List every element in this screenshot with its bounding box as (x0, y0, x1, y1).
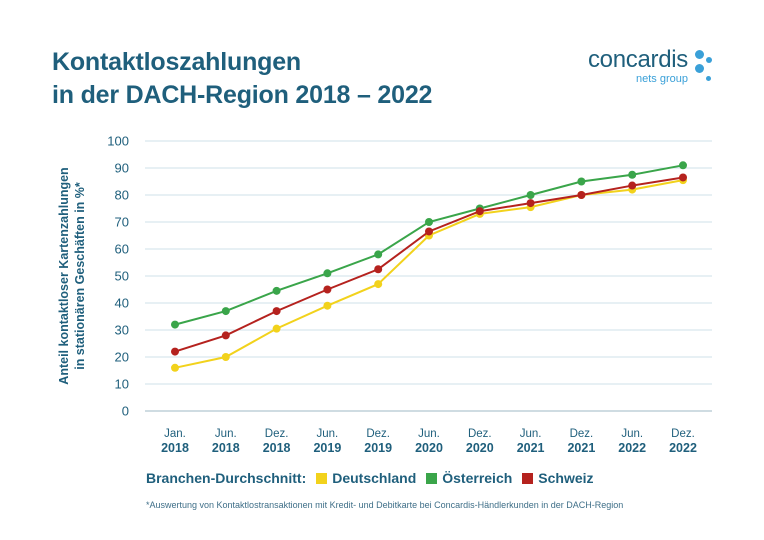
x-tick-label-year: 2019 (364, 441, 392, 455)
x-tick-label-month: Jun. (215, 428, 237, 440)
legend-item: Schweiz (522, 470, 594, 486)
x-tick-label-year: 2020 (466, 441, 494, 455)
data-point-schweiz (475, 207, 484, 216)
y-tick-label: 100 (107, 134, 129, 149)
data-point-oesterreich (272, 286, 281, 295)
x-tick-label-year: 2020 (415, 441, 443, 455)
legend-swatch (426, 472, 438, 484)
brand-name: concardis (587, 46, 688, 73)
data-point-schweiz (526, 199, 535, 208)
y-tick-label: 40 (115, 296, 129, 311)
data-point-deutschland (171, 363, 179, 372)
footnote: *Auswertung von Kontaktlostransaktionen … (146, 500, 624, 510)
x-tick-label-month: Jun. (418, 428, 440, 440)
legend-item: Deutschland (316, 470, 416, 486)
title-line-2: in der DACH-Region 2018 – 2022 (52, 81, 433, 109)
data-point-oesterreich (425, 218, 433, 226)
legend-items: Deutschland Österreich Schweiz (316, 470, 603, 486)
data-point-oesterreich (171, 320, 179, 329)
y-tick-label: 10 (115, 377, 129, 392)
x-tick-label-year: 2018 (263, 441, 291, 455)
logo-dot-icon (706, 76, 711, 81)
x-tick-label-month: Jun. (520, 428, 542, 440)
x-tick-label-month: Jan. (164, 428, 186, 440)
x-tick-label-year: 2018 (161, 441, 189, 455)
data-point-schweiz (221, 331, 230, 340)
data-point-schweiz (628, 181, 637, 190)
series-line-deutschland (174, 179, 684, 369)
title-line-1: Kontaktloszahlungen (52, 48, 301, 76)
legend-title: Branchen-Durchschnitt: (146, 470, 307, 486)
data-point-deutschland (374, 280, 383, 289)
data-point-schweiz (272, 307, 281, 316)
x-tick-label-month: Dez. (570, 428, 594, 440)
brand-logo: concardis nets group (512, 46, 712, 96)
data-point-oesterreich (628, 170, 637, 179)
x-tick-label-month: Jun. (317, 428, 339, 440)
legend-swatch (316, 472, 328, 484)
legend-label: Schweiz (538, 470, 594, 486)
data-point-schweiz (374, 265, 383, 274)
data-point-oesterreich (374, 250, 383, 259)
x-tick-label-year: 2018 (212, 441, 240, 455)
x-tick-label-year: 2022 (669, 441, 697, 455)
logo-dot-icon (695, 64, 704, 73)
series-line-oesterreich (174, 164, 684, 326)
y-tick-label: 60 (115, 242, 129, 257)
x-tick-label-month: Dez. (366, 428, 390, 440)
x-tick-label-month: Dez. (265, 428, 289, 440)
legend-label: Deutschland (332, 470, 417, 486)
y-tick-label: 80 (115, 188, 129, 203)
logo-dot-icon (706, 57, 712, 63)
x-tick-label-year: 2021 (567, 441, 595, 455)
data-point-schweiz (323, 285, 332, 294)
data-point-deutschland (272, 324, 281, 333)
x-tick-label-year: 2021 (517, 441, 545, 455)
data-point-oesterreich (221, 307, 230, 316)
legend-label: Österreich (442, 470, 513, 486)
y-tick-label: 20 (115, 350, 129, 365)
data-point-oesterreich (679, 161, 687, 170)
data-point-deutschland (221, 353, 230, 361)
x-tick-label-month: Dez. (671, 428, 695, 440)
y-tick-label: 50 (115, 269, 129, 284)
y-tick-label: 30 (115, 323, 129, 338)
legend: Branchen-Durchschnitt: Deutschland Österr… (146, 470, 604, 486)
x-tick-label-year: 2019 (313, 441, 341, 455)
data-point-schweiz (171, 347, 179, 356)
data-point-oesterreich (526, 191, 535, 199)
y-tick-label: 90 (115, 161, 129, 176)
legend-item: Österreich (426, 470, 512, 486)
data-point-oesterreich (577, 177, 586, 186)
brand-subtitle: nets group (636, 73, 688, 85)
x-tick-label-month: Jun. (621, 428, 643, 440)
x-tick-label-year: 2022 (618, 441, 646, 455)
y-tick-label: 0 (122, 404, 129, 419)
data-point-oesterreich (323, 269, 332, 278)
logo-dot-icon (695, 50, 704, 59)
page-title: Kontaktloszahlungen in der DACH-Region 2… (52, 46, 432, 112)
x-tick-label-month: Dez. (468, 428, 492, 440)
data-point-deutschland (323, 301, 332, 310)
data-point-schweiz (679, 173, 687, 182)
legend-swatch (522, 472, 534, 484)
data-point-schweiz (425, 227, 433, 236)
data-point-schweiz (577, 191, 586, 199)
series-line-schweiz (174, 176, 684, 353)
y-tick-label: 70 (115, 215, 129, 230)
